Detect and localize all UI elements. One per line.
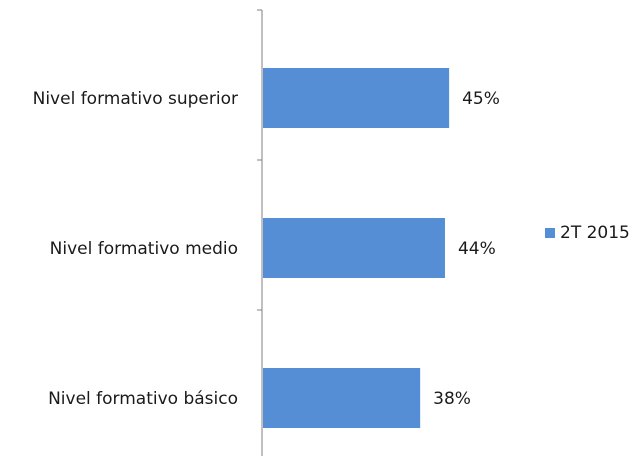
category-label-nivel-formativo-superior: Nivel formativo superior bbox=[33, 89, 238, 109]
legend: 2T 2015 bbox=[545, 223, 630, 243]
data-label-nivel-formativo-basico: 38% bbox=[433, 389, 471, 409]
bars bbox=[263, 68, 450, 428]
bar-nivel-formativo-superior bbox=[263, 68, 450, 128]
data-label-nivel-formativo-medio: 44% bbox=[458, 239, 496, 259]
bar-nivel-formativo-medio bbox=[263, 218, 445, 278]
category-label-nivel-formativo-medio: Nivel formativo medio bbox=[50, 239, 238, 259]
category-label-nivel-formativo-basico: Nivel formativo básico bbox=[48, 389, 238, 409]
category-axis bbox=[257, 9, 263, 456]
legend-label-2t-2015: 2T 2015 bbox=[560, 223, 630, 243]
bar-nivel-formativo-basico bbox=[263, 368, 421, 428]
legend-swatch bbox=[545, 228, 555, 238]
data-label-nivel-formativo-superior: 45% bbox=[462, 89, 500, 109]
labels: Nivel formativo superior 45% Nivel formati… bbox=[33, 89, 500, 409]
